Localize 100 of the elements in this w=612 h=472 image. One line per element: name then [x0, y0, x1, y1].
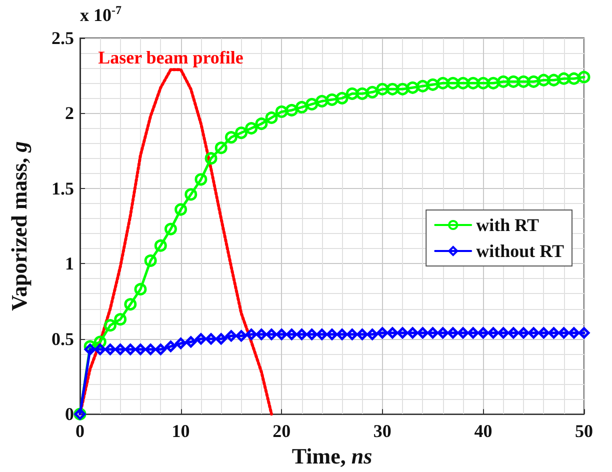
point — [476, 76, 490, 90]
point — [346, 87, 358, 100]
point — [134, 344, 146, 356]
x-tick-label: 20 — [272, 421, 291, 442]
point — [306, 328, 318, 340]
point — [326, 93, 338, 106]
point — [124, 298, 137, 311]
point — [437, 327, 449, 339]
point — [316, 94, 328, 108]
point — [376, 82, 389, 96]
series-label: Laser beam profile — [98, 48, 244, 68]
point — [558, 72, 570, 85]
point — [558, 327, 570, 339]
point — [517, 75, 530, 88]
y-tick-label: 0 — [65, 404, 74, 424]
point — [194, 173, 208, 186]
y-tick-label: 0.5 — [52, 328, 74, 349]
point — [285, 104, 298, 116]
point — [174, 203, 188, 216]
point — [84, 344, 96, 356]
x-axis-title: Time, ns — [292, 444, 372, 468]
point — [356, 328, 368, 340]
point — [457, 327, 469, 339]
point — [416, 327, 428, 339]
point — [578, 70, 590, 84]
point — [386, 82, 399, 96]
point — [246, 328, 258, 340]
point — [235, 126, 248, 140]
point — [114, 344, 126, 356]
point — [144, 344, 156, 356]
point — [275, 105, 288, 118]
point — [204, 152, 218, 165]
point — [446, 76, 460, 90]
point — [406, 327, 418, 339]
x-tick-label: 30 — [373, 421, 392, 442]
point — [134, 282, 147, 296]
point — [578, 327, 590, 339]
point — [276, 328, 288, 340]
point — [114, 313, 127, 326]
point — [104, 319, 116, 332]
point — [386, 327, 398, 339]
point — [498, 327, 510, 339]
point — [346, 328, 358, 340]
point — [466, 76, 480, 90]
point — [537, 74, 550, 86]
point — [336, 92, 348, 104]
point — [164, 222, 177, 236]
point — [286, 328, 298, 340]
point — [184, 188, 198, 201]
x-tick-label: 40 — [474, 421, 492, 442]
point — [376, 327, 388, 339]
point — [366, 86, 379, 98]
point — [336, 328, 348, 340]
y-tick-label: 2.5 — [52, 28, 74, 48]
point — [224, 131, 238, 144]
y-tick-label: 2 — [65, 103, 74, 124]
x-tick-label: 10 — [172, 421, 190, 442]
legend-label: without RT — [476, 241, 564, 261]
point — [245, 122, 258, 135]
point — [144, 254, 157, 267]
legend-label: with RT — [476, 215, 540, 235]
point — [94, 344, 106, 356]
point — [548, 74, 560, 86]
point — [225, 330, 237, 342]
point — [488, 327, 500, 339]
point — [296, 328, 308, 340]
point — [255, 118, 268, 130]
point — [416, 80, 429, 92]
point — [436, 76, 450, 90]
point — [306, 98, 318, 110]
point — [477, 327, 489, 339]
point — [164, 340, 176, 352]
y-tick-label: 1 — [65, 254, 74, 274]
point — [568, 327, 580, 339]
point — [406, 81, 419, 94]
point — [527, 75, 540, 88]
point — [256, 328, 268, 340]
point — [426, 78, 440, 91]
point — [215, 333, 227, 345]
y-axis-title: Vaporized mass, g — [6, 141, 32, 311]
point — [154, 344, 166, 356]
point — [205, 333, 217, 345]
point — [236, 330, 248, 342]
point — [396, 327, 408, 339]
point — [124, 344, 136, 356]
point — [396, 82, 409, 96]
point — [497, 75, 510, 88]
point — [487, 76, 500, 90]
point — [175, 338, 187, 350]
point — [266, 328, 278, 340]
point — [154, 239, 167, 252]
point — [427, 327, 439, 339]
point — [528, 327, 540, 339]
x-tick-label: 50 — [575, 421, 593, 442]
point — [185, 336, 197, 348]
point — [326, 328, 338, 340]
point — [538, 327, 550, 339]
y-tick-label: 1.5 — [52, 178, 74, 198]
point — [104, 344, 116, 356]
point — [356, 87, 368, 100]
